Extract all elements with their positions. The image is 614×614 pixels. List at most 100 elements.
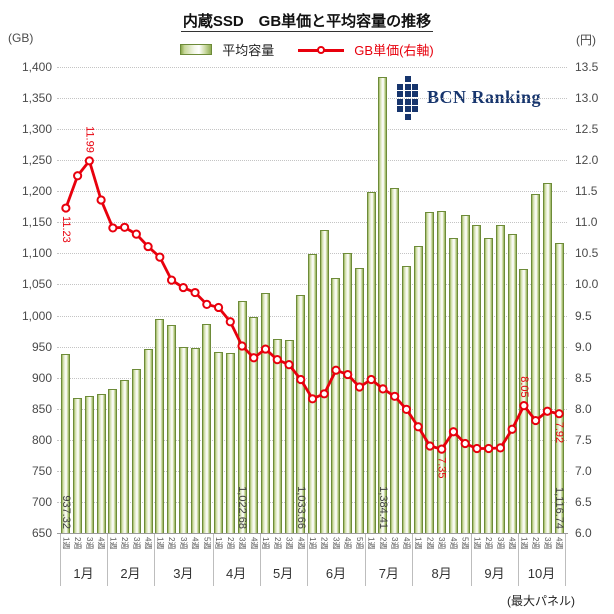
month-separator <box>306 534 308 586</box>
week-tick-label: 4週 <box>343 537 352 549</box>
bar <box>354 268 364 533</box>
bar <box>390 188 400 533</box>
bar <box>143 349 153 533</box>
week-tick-label: 1週 <box>61 537 70 549</box>
right-axis-tick-label: 7.5 <box>575 432 592 447</box>
bar <box>249 316 259 533</box>
left-axis-tick-label: 1,200 <box>21 184 52 199</box>
week-tick-label: 1週 <box>414 537 423 549</box>
left-axis-tick-label: 800 <box>31 432 52 447</box>
week-tick-label: 1週 <box>155 537 164 549</box>
right-axis-tick-label: 9.0 <box>575 339 592 354</box>
bcn-ranking-logo: BCN Ranking <box>397 76 541 120</box>
logo-square <box>404 91 411 97</box>
left-axis-unit: (GB) <box>8 31 34 45</box>
bar <box>225 353 235 533</box>
left-axis-tick-label: 1,150 <box>21 215 52 230</box>
month-separator <box>106 534 108 586</box>
line-marker <box>155 252 165 262</box>
left-axis-tick-label: 1,100 <box>21 246 52 261</box>
month-separator <box>259 534 261 586</box>
bar <box>319 229 329 533</box>
week-tick-label: 1週 <box>367 537 376 549</box>
week-tick-label: 2週 <box>425 537 434 549</box>
week-tick-label: 3週 <box>85 537 94 549</box>
page-title: 内蔵SSD GB単価と平均容量の推移 <box>180 13 434 32</box>
week-tick-label: 4週 <box>249 537 258 549</box>
right-axis-tick-label: 13.5 <box>575 60 599 74</box>
week-tick-label: 4週 <box>191 537 200 549</box>
month-label: 8月 <box>431 566 452 581</box>
line-marker <box>190 287 200 298</box>
week-tick-label: 4週 <box>508 537 517 549</box>
bar <box>401 266 411 533</box>
week-tick-label: 1週 <box>472 537 481 549</box>
week-tick-label: 1週 <box>308 537 317 549</box>
gridline <box>57 98 567 100</box>
gridline <box>57 191 567 193</box>
gridline <box>57 67 567 68</box>
bar <box>448 238 458 533</box>
month-label: 2月 <box>120 566 141 581</box>
right-axis-tick-label: 11.0 <box>575 215 598 230</box>
right-axis-tick-label: 7.0 <box>575 463 592 478</box>
month-label: 4月 <box>226 566 247 581</box>
week-tick-label: 3週 <box>437 537 446 549</box>
bar <box>507 234 517 533</box>
month-separator <box>565 534 566 586</box>
logo-square <box>404 106 411 112</box>
legend-line-swatch-icon <box>298 45 345 55</box>
month-separator <box>60 534 61 586</box>
bar <box>272 338 282 533</box>
logo-square <box>397 106 403 112</box>
logo-square <box>397 83 403 90</box>
week-tick-label: 4週 <box>144 537 153 549</box>
bar <box>214 351 224 533</box>
week-tick-label: 5週 <box>355 537 364 549</box>
logo-square <box>404 83 411 90</box>
week-tick-label: 1週 <box>519 537 528 549</box>
month-separator <box>365 534 367 586</box>
bar <box>96 393 106 533</box>
week-tick-label: 3週 <box>331 537 340 549</box>
bar <box>61 354 71 533</box>
logo-square <box>412 114 418 120</box>
logo-square <box>404 76 411 82</box>
left-axis-tick-label: 1,250 <box>21 153 52 168</box>
left-axis-tick-label: 1,300 <box>21 122 52 137</box>
week-tick-label: 3週 <box>132 537 141 549</box>
week-tick-label: 2週 <box>531 537 540 549</box>
logo-square <box>412 106 418 112</box>
week-tick-label: 3週 <box>390 537 399 549</box>
x-axis-line <box>57 533 568 534</box>
week-tick-label: 2週 <box>320 537 329 549</box>
line-marker <box>225 317 235 327</box>
week-tick-label: 1週 <box>214 537 223 549</box>
week-tick-label: 2週 <box>73 537 82 549</box>
right-axis-tick-label: 8.0 <box>575 401 592 416</box>
week-tick-label: 4週 <box>296 537 305 549</box>
logo-square <box>404 98 411 105</box>
legend-bar-swatch-icon <box>180 44 213 55</box>
month-label: 6月 <box>325 566 347 581</box>
line-marker <box>166 275 177 285</box>
bar <box>167 324 177 533</box>
line-marker <box>108 223 118 233</box>
bar <box>343 253 353 533</box>
bar <box>178 347 188 533</box>
week-tick-label: 4週 <box>555 537 564 549</box>
bar <box>84 396 94 533</box>
bar <box>284 340 294 533</box>
bar <box>120 380 130 533</box>
week-tick-label: 4週 <box>449 537 458 549</box>
bar <box>131 368 141 533</box>
bcn-logo-squares-icon <box>397 76 418 120</box>
line-marker <box>213 302 224 313</box>
week-tick-label: 2週 <box>484 537 493 549</box>
line-marker <box>143 241 153 252</box>
panel-note: (最大パネル) <box>507 594 575 608</box>
right-axis-unit: (円) <box>576 33 596 47</box>
week-tick-label: 4週 <box>97 537 106 549</box>
left-axis-tick-label: 700 <box>31 494 52 509</box>
